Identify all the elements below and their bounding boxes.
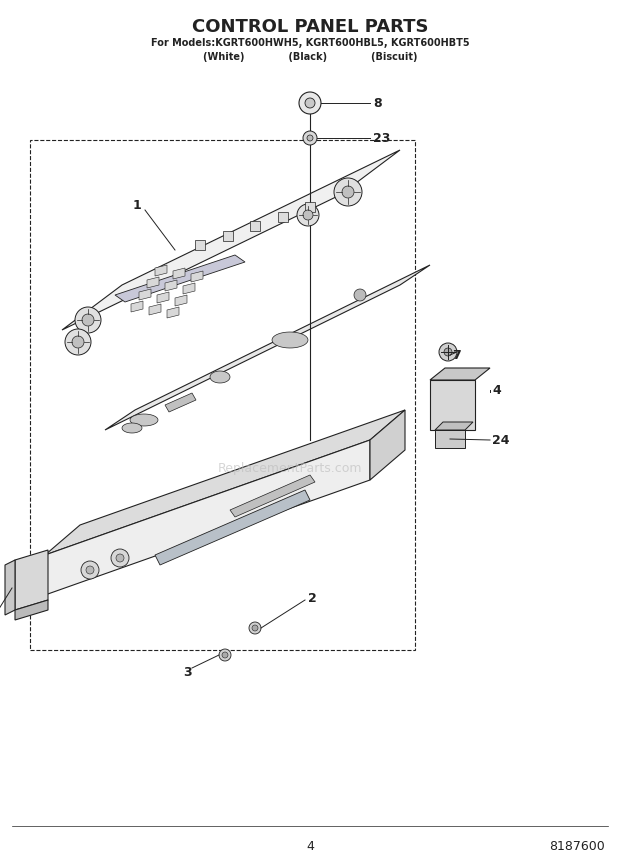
Polygon shape bbox=[15, 550, 48, 610]
Polygon shape bbox=[305, 202, 315, 212]
Circle shape bbox=[307, 135, 313, 141]
Circle shape bbox=[82, 314, 94, 326]
Polygon shape bbox=[139, 289, 151, 300]
Text: 8187600: 8187600 bbox=[549, 840, 605, 853]
Text: (White)             (Black)             (Biscuit): (White) (Black) (Biscuit) bbox=[203, 52, 417, 62]
Polygon shape bbox=[272, 332, 308, 348]
Text: CONTROL PANEL PARTS: CONTROL PANEL PARTS bbox=[192, 18, 428, 36]
Text: ReplacementParts.com: ReplacementParts.com bbox=[218, 461, 362, 474]
Circle shape bbox=[354, 289, 366, 301]
Polygon shape bbox=[45, 440, 370, 595]
Circle shape bbox=[303, 131, 317, 145]
Circle shape bbox=[65, 329, 91, 355]
Circle shape bbox=[334, 178, 362, 206]
Circle shape bbox=[252, 625, 258, 631]
Circle shape bbox=[439, 343, 457, 361]
Polygon shape bbox=[191, 271, 203, 282]
Polygon shape bbox=[278, 211, 288, 222]
Circle shape bbox=[219, 649, 231, 661]
Polygon shape bbox=[165, 393, 196, 412]
Polygon shape bbox=[223, 230, 232, 241]
Polygon shape bbox=[195, 240, 205, 250]
Circle shape bbox=[342, 186, 354, 198]
Polygon shape bbox=[115, 255, 245, 302]
Polygon shape bbox=[147, 277, 159, 288]
Polygon shape bbox=[122, 423, 142, 433]
Polygon shape bbox=[370, 410, 405, 480]
Polygon shape bbox=[250, 221, 260, 231]
Circle shape bbox=[303, 210, 313, 220]
Circle shape bbox=[81, 561, 99, 579]
Text: 3: 3 bbox=[184, 665, 192, 679]
Polygon shape bbox=[5, 560, 15, 615]
Text: 1: 1 bbox=[133, 199, 141, 211]
Circle shape bbox=[111, 549, 129, 567]
Polygon shape bbox=[430, 368, 490, 380]
Circle shape bbox=[222, 652, 228, 658]
Circle shape bbox=[86, 566, 94, 574]
Circle shape bbox=[305, 98, 315, 108]
Text: 4: 4 bbox=[306, 840, 314, 853]
Polygon shape bbox=[45, 410, 405, 555]
Text: 2: 2 bbox=[308, 591, 317, 604]
Text: 4: 4 bbox=[492, 383, 501, 396]
Polygon shape bbox=[175, 295, 187, 306]
Polygon shape bbox=[130, 414, 158, 426]
Polygon shape bbox=[157, 292, 169, 303]
Polygon shape bbox=[230, 475, 315, 517]
Polygon shape bbox=[155, 265, 167, 276]
Polygon shape bbox=[210, 371, 230, 383]
Text: 24: 24 bbox=[492, 433, 510, 447]
Polygon shape bbox=[183, 283, 195, 294]
Circle shape bbox=[75, 307, 101, 333]
Polygon shape bbox=[167, 307, 179, 318]
Text: 23: 23 bbox=[373, 132, 391, 145]
Polygon shape bbox=[435, 430, 465, 448]
Polygon shape bbox=[105, 265, 430, 430]
Polygon shape bbox=[165, 280, 177, 291]
Circle shape bbox=[299, 92, 321, 114]
Circle shape bbox=[444, 348, 452, 356]
Text: 7: 7 bbox=[452, 348, 461, 361]
Polygon shape bbox=[149, 304, 161, 315]
Circle shape bbox=[116, 554, 124, 562]
Text: 8: 8 bbox=[373, 97, 382, 110]
Circle shape bbox=[72, 336, 84, 348]
Polygon shape bbox=[435, 422, 473, 430]
Polygon shape bbox=[173, 268, 185, 279]
Polygon shape bbox=[155, 490, 310, 565]
Polygon shape bbox=[15, 600, 48, 620]
Polygon shape bbox=[430, 380, 475, 430]
Polygon shape bbox=[62, 150, 400, 330]
Circle shape bbox=[249, 622, 261, 634]
Text: For Models:KGRT600HWH5, KGRT600HBL5, KGRT600HBT5: For Models:KGRT600HWH5, KGRT600HBL5, KGR… bbox=[151, 38, 469, 48]
Polygon shape bbox=[131, 301, 143, 312]
Circle shape bbox=[297, 204, 319, 226]
